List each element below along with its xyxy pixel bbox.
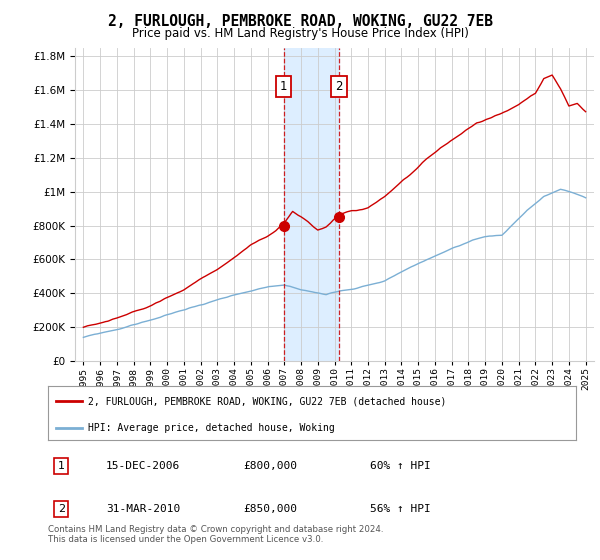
Text: 2, FURLOUGH, PEMBROKE ROAD, WOKING, GU22 7EB (detached house): 2, FURLOUGH, PEMBROKE ROAD, WOKING, GU22…: [88, 396, 446, 407]
Text: 2: 2: [335, 80, 343, 94]
Text: HPI: Average price, detached house, Woking: HPI: Average price, detached house, Woki…: [88, 423, 334, 433]
Text: Contains HM Land Registry data © Crown copyright and database right 2024.
This d: Contains HM Land Registry data © Crown c…: [48, 525, 383, 544]
Bar: [284, 48, 338, 361]
Text: 31-MAR-2010: 31-MAR-2010: [106, 504, 181, 514]
Text: 2, FURLOUGH, PEMBROKE ROAD, WOKING, GU22 7EB: 2, FURLOUGH, PEMBROKE ROAD, WOKING, GU22…: [107, 14, 493, 29]
Text: 1: 1: [280, 80, 287, 94]
Text: 2: 2: [58, 504, 65, 514]
Text: £850,000: £850,000: [244, 504, 298, 514]
Text: 1: 1: [58, 461, 65, 471]
Text: £800,000: £800,000: [244, 461, 298, 471]
Text: 56% ↑ HPI: 56% ↑ HPI: [370, 504, 431, 514]
Text: Price paid vs. HM Land Registry's House Price Index (HPI): Price paid vs. HM Land Registry's House …: [131, 27, 469, 40]
Text: 15-DEC-2006: 15-DEC-2006: [106, 461, 181, 471]
Text: 60% ↑ HPI: 60% ↑ HPI: [370, 461, 431, 471]
